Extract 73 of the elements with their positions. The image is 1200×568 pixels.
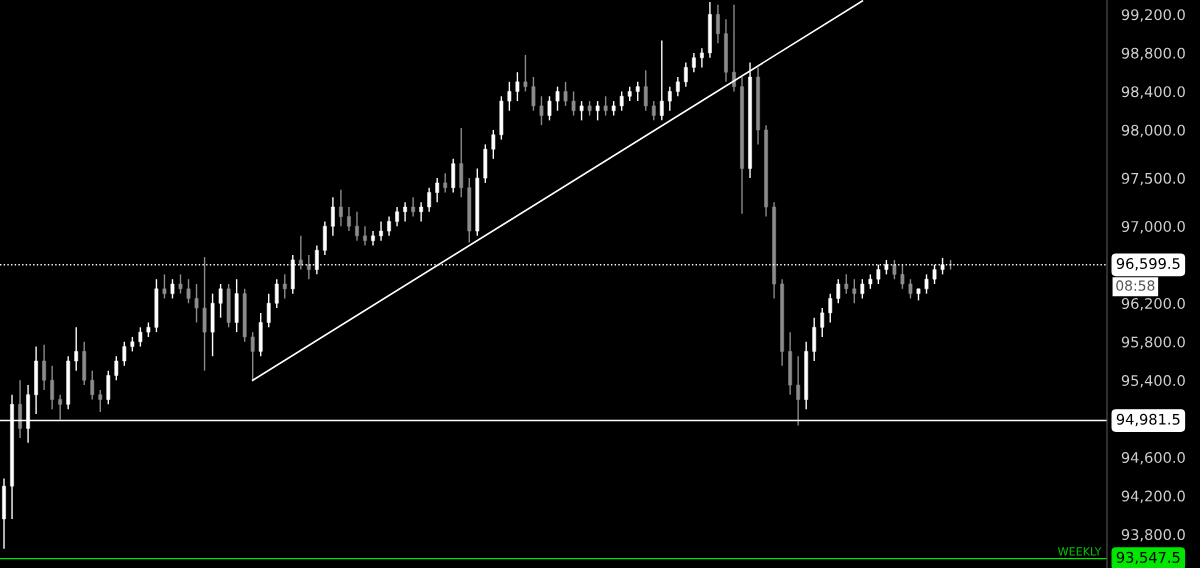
candlestick xyxy=(250,331,255,381)
y-tick-label: 97,000.0 xyxy=(1121,220,1185,234)
candlestick xyxy=(242,288,247,343)
candlestick xyxy=(258,312,263,357)
candlestick xyxy=(483,143,488,184)
candlestick xyxy=(619,90,624,112)
y-tick-label: 97,500.0 xyxy=(1121,172,1185,186)
candlestick xyxy=(122,341,127,367)
y-tick-label: 98,800.0 xyxy=(1121,47,1185,61)
candlestick xyxy=(218,283,223,319)
candlestick xyxy=(162,273,167,300)
candlestick xyxy=(579,100,584,122)
candlestick xyxy=(603,95,608,117)
candlestick xyxy=(595,100,600,122)
candlestick xyxy=(563,81,568,107)
candlestick xyxy=(635,81,640,102)
candlestick xyxy=(571,90,576,117)
candlestick xyxy=(507,81,512,112)
candlestick xyxy=(491,129,496,160)
y-tick-label: 98,000.0 xyxy=(1121,124,1185,138)
y-tick-label: 93,800.0 xyxy=(1121,529,1185,542)
candlestick xyxy=(539,95,544,126)
candlestick xyxy=(170,278,175,300)
candlestick xyxy=(475,167,480,237)
candlestick xyxy=(531,76,536,112)
ref-line-label: 96,599.5 xyxy=(1116,257,1180,271)
candlestick xyxy=(98,389,103,413)
y-tick-label: 94,600.0 xyxy=(1121,452,1185,465)
candlestick xyxy=(154,278,159,333)
candlestick xyxy=(186,278,191,304)
candlestick xyxy=(515,71,520,102)
candlestick xyxy=(876,264,881,285)
candlestick xyxy=(844,273,849,295)
candlestick xyxy=(90,369,95,401)
candlestick xyxy=(282,273,287,300)
text: 08:58 xyxy=(1116,280,1155,291)
candlestick xyxy=(860,278,865,300)
candlestick xyxy=(836,278,841,304)
candlestick xyxy=(274,278,279,309)
candlestick xyxy=(555,85,560,112)
candlestick xyxy=(499,95,504,141)
candlestick xyxy=(226,283,231,329)
candlestick xyxy=(547,95,552,122)
candlestick xyxy=(892,259,897,280)
candlestick xyxy=(178,273,183,295)
y-tick-label: 95,400.0 xyxy=(1121,374,1185,388)
candlestick xyxy=(924,273,929,295)
annotation: WEEKLY xyxy=(1058,547,1102,556)
candlestick xyxy=(443,172,448,194)
y-tick-label: 98,400.0 xyxy=(1121,86,1185,99)
candlestick xyxy=(114,355,119,381)
candlestick xyxy=(852,278,857,304)
candlestick xyxy=(643,69,648,112)
candlestick xyxy=(828,292,833,324)
y-tick-label: 95,800.0 xyxy=(1121,336,1185,349)
candlestick xyxy=(210,292,215,357)
candlestick xyxy=(106,369,111,406)
candlestick xyxy=(932,264,937,285)
candlestick xyxy=(234,278,239,333)
candlestick xyxy=(194,283,199,324)
candlestick xyxy=(467,177,472,244)
candlestick xyxy=(202,256,207,372)
y-tick-label: 99,200.0 xyxy=(1121,9,1185,22)
ref-line-label: 94,981.5 xyxy=(1116,413,1180,427)
candlestick xyxy=(523,54,528,93)
candlestick xyxy=(908,278,913,300)
y-tick-label: 96,200.0 xyxy=(1121,297,1185,311)
candlestick xyxy=(266,292,271,329)
y-tick-label: 94,200.0 xyxy=(1121,490,1185,504)
candlestick xyxy=(459,127,464,199)
ref-line-label: 93,547.5 xyxy=(1116,551,1180,565)
candlestick xyxy=(900,264,905,290)
candlestick xyxy=(138,326,143,348)
